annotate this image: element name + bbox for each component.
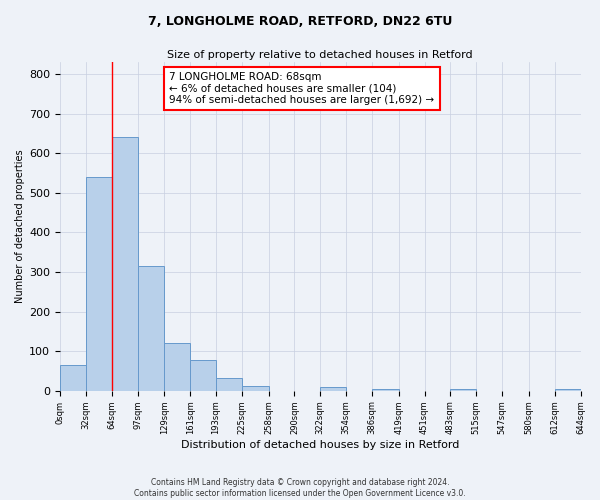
Bar [320, 387, 346, 390]
Y-axis label: Number of detached properties: Number of detached properties [15, 150, 25, 304]
Bar [190, 360, 216, 390]
Bar [242, 386, 269, 390]
Bar [60, 365, 86, 390]
X-axis label: Distribution of detached houses by size in Retford: Distribution of detached houses by size … [181, 440, 460, 450]
Bar [86, 177, 112, 390]
Bar [451, 388, 476, 390]
Bar [112, 138, 139, 390]
Bar [164, 343, 190, 390]
Text: 7, LONGHOLME ROAD, RETFORD, DN22 6TU: 7, LONGHOLME ROAD, RETFORD, DN22 6TU [148, 15, 452, 28]
Bar [554, 388, 581, 390]
Text: 7 LONGHOLME ROAD: 68sqm
← 6% of detached houses are smaller (104)
94% of semi-de: 7 LONGHOLME ROAD: 68sqm ← 6% of detached… [169, 72, 434, 105]
Title: Size of property relative to detached houses in Retford: Size of property relative to detached ho… [167, 50, 473, 60]
Text: Contains HM Land Registry data © Crown copyright and database right 2024.
Contai: Contains HM Land Registry data © Crown c… [134, 478, 466, 498]
Bar [372, 388, 398, 390]
Bar [139, 266, 164, 390]
Bar [216, 378, 242, 390]
